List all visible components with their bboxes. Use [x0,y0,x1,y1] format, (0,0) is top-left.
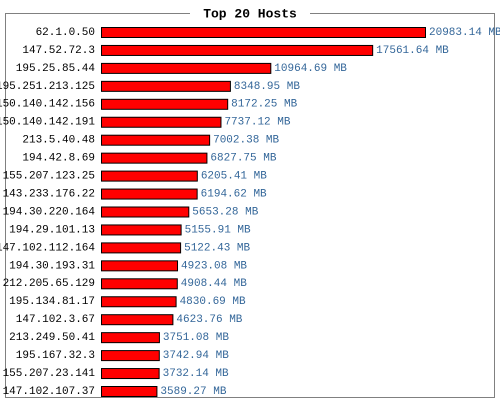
value-label: 3732.14 MB [163,368,229,380]
value-label: 3742.94 MB [163,350,229,362]
bar [101,350,160,362]
category-label: 194.30.220.164 [3,206,96,218]
bar [101,296,177,308]
bar [101,224,182,236]
bar [101,278,178,290]
category-label: 147.102.107.37 [3,386,95,398]
value-label: 4830.69 MB [180,296,246,308]
category-label: 147.102.3.67 [16,314,95,326]
bar [101,80,231,92]
value-label: 4908.44 MB [181,278,247,290]
bar [101,134,211,146]
category-label: 194.30.193.31 [9,260,95,272]
category-label: 147.52.72.3 [22,45,95,57]
value-label: 10964.69 MB [274,63,347,75]
chart-title: Top 20 Hosts [203,6,297,21]
category-label: 213.249.50.41 [9,332,95,344]
value-label: 5155.91 MB [185,224,251,236]
category-label: 155.207.23.141 [3,368,96,380]
value-label: 5122.43 MB [184,242,250,254]
bar [101,98,229,110]
value-label: 8348.95 MB [234,81,300,93]
value-label: 3751.08 MB [163,332,229,344]
value-label: 8172.25 MB [231,99,297,111]
category-label: 213.5.40.48 [22,135,95,147]
value-label: 7002.38 MB [213,135,279,147]
category-label: 194.42.8.69 [22,153,95,165]
bar [101,332,160,344]
category-label: 195.25.85.44 [16,63,96,75]
bar [101,314,174,326]
value-label: 5653.28 MB [192,206,258,218]
value-label: 3589.27 MB [160,386,226,398]
bar [101,44,374,56]
bar [101,260,179,272]
bar [101,242,182,254]
category-label: 195.134.81.17 [9,296,95,308]
bar [101,152,208,164]
bar [101,170,198,182]
bar [101,62,272,74]
value-label: 6205.41 MB [201,171,267,183]
category-label: 155.207.123.25 [3,171,95,183]
value-label: 4623.76 MB [176,314,242,326]
bar [101,206,190,218]
category-label: 143.233.176.22 [3,188,95,200]
value-label: 4923.08 MB [181,260,247,272]
bar [101,27,426,38]
category-label: 212.205.65.129 [3,278,95,290]
title-backdrop [190,5,310,21]
value-label: 20983.14 MB [429,27,500,39]
value-label: 7737.12 MB [224,117,290,129]
bar [101,188,198,200]
category-label: 147.102.112.164 [0,242,95,254]
category-label: 194.29.101.13 [9,224,95,236]
bar [101,386,158,397]
value-label: 6827.75 MB [210,153,276,165]
category-label: 62.1.0.50 [36,27,95,39]
category-label: 150.140.142.191 [0,117,95,129]
value-label: 6194.62 MB [201,188,267,200]
bar [101,368,160,380]
category-label: 150.140.142.156 [0,99,95,111]
value-label: 17561.64 MB [376,45,449,57]
bar [101,116,222,128]
category-label: 195.167.32.3 [16,350,95,362]
category-label: 195.251.213.125 [0,81,95,93]
